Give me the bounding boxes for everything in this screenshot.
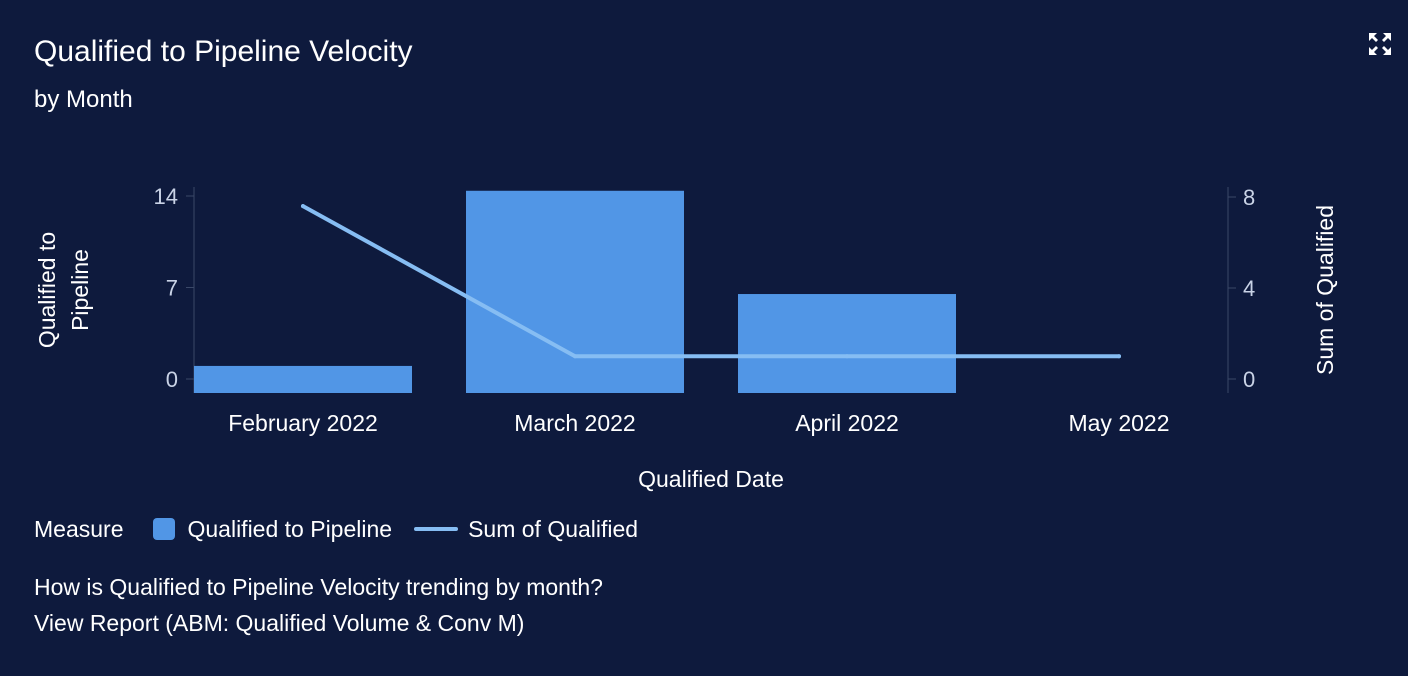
legend-line-swatch [414,527,459,531]
right-tick-label: 4 [1243,276,1255,301]
y-axis-label-line: Pipeline [67,249,93,331]
right-tick-label: 8 [1243,185,1255,210]
legend-item-sum-of-qualified[interactable]: Sum of Qualified [414,516,638,543]
x-tick-label: May 2022 [1068,410,1169,436]
line-series-sum-of-qualified[interactable] [301,204,1121,359]
chart-area: 0 7 14 0 4 8 February 2022 March 2022 April 2022… [34,184,1338,492]
legend-item-qualified-to-pipeline[interactable]: Qualified to Pipeline [153,516,392,543]
legend-item-label: Qualified to Pipeline [187,515,393,542]
line-point-4 [1117,354,1121,359]
chart-question: How is Qualified to Pipeline Velocity tr… [34,574,603,600]
y2-axis-label: Sum of Qualified [1312,205,1338,375]
legend-title: Measure [34,515,124,542]
x-tick-label: April 2022 [795,410,899,436]
legend-item-label: Sum of Qualified [468,515,639,542]
legend-bar-swatch [153,518,176,540]
line-point-2 [573,354,577,359]
x-axis-label: Qualified Date [638,466,784,492]
line-point-3 [845,354,849,359]
y-axis-label: Qualified to Pipeline [34,232,93,348]
left-tick-label: 0 [166,367,178,392]
x-tick-label: March 2022 [514,410,635,436]
left-tick-label: 7 [166,276,178,301]
legend: Measure Qualified to Pipeline Sum of Qua… [34,512,660,546]
card-subtitle: by Month [34,86,133,113]
line-point-1 [301,204,305,209]
expand-arrows-icon [1369,33,1391,55]
bar-april-2022[interactable] [738,294,956,393]
right-tick-label: 0 [1243,367,1255,392]
x-tick-label: February 2022 [228,410,378,436]
y-axis-label-line: Qualified to [34,232,60,348]
view-report-link[interactable]: View Report (ABM: Qualified Volume & Con… [34,610,525,636]
bar-march-2022[interactable] [466,190,684,393]
left-tick-label: 14 [154,184,178,209]
bar-february-2022[interactable] [194,365,412,393]
expand-icon[interactable] [1366,30,1394,58]
card-title: Qualified to Pipeline Velocity [34,35,413,68]
